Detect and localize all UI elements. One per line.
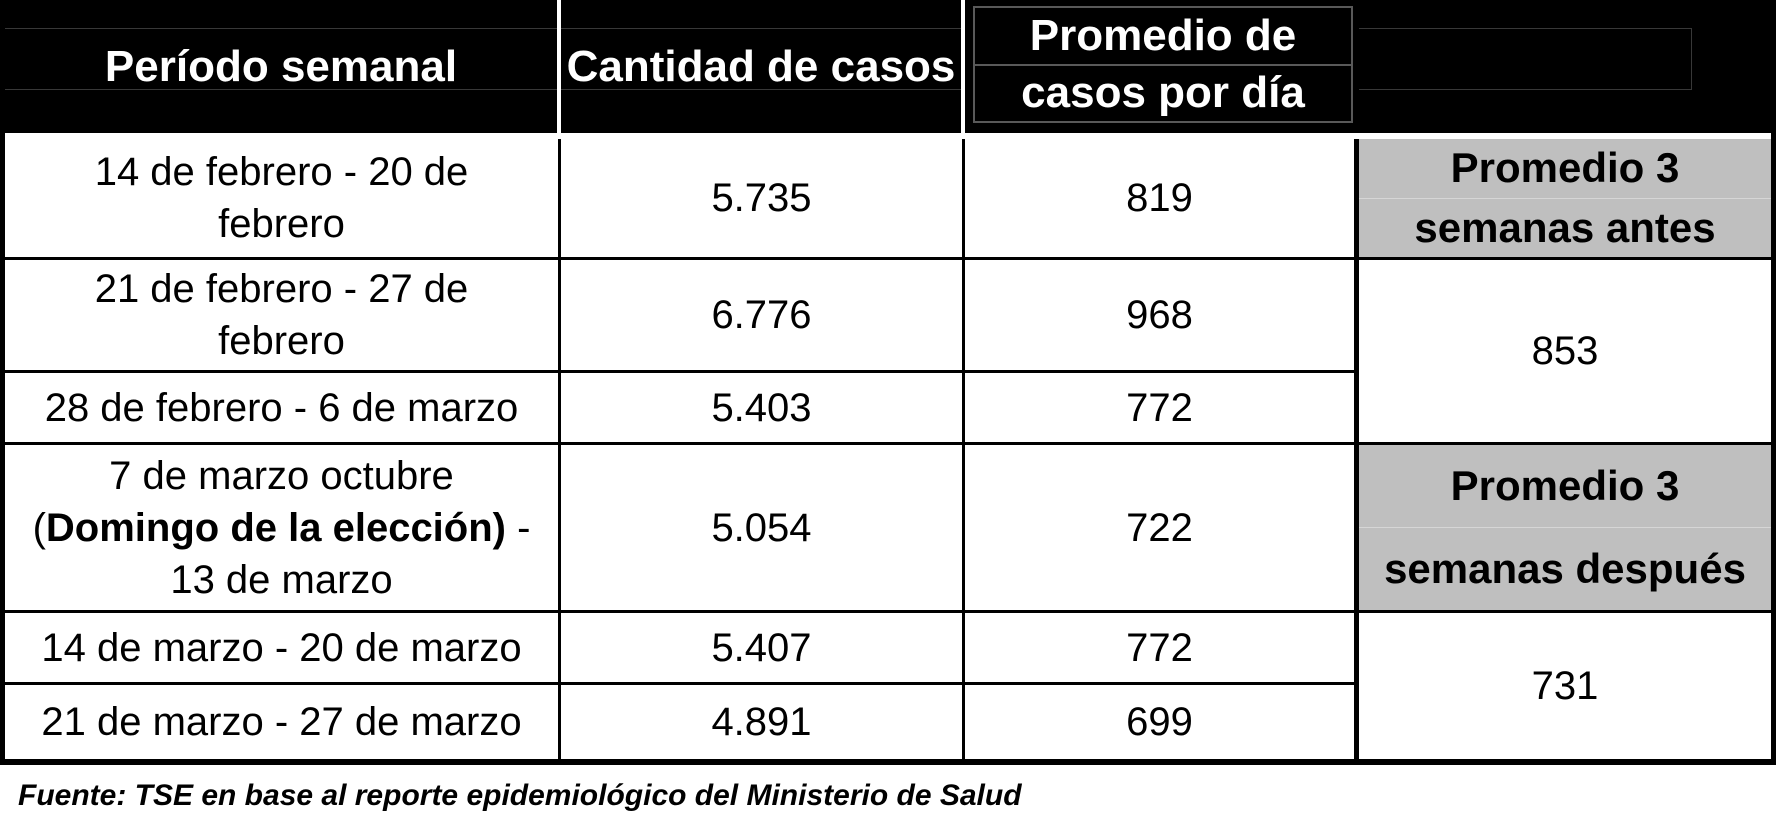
- header-cases-label: Cantidad de casos: [566, 41, 956, 91]
- election-sunday-label: Domingo de la elección): [45, 505, 506, 550]
- period-cell-election-week: 7 de marzo octubre (Domingo de la elecci…: [5, 445, 561, 613]
- cases-cell: 4.891: [561, 685, 965, 759]
- source-note: Fuente: TSE en base al reporte epidemiol…: [18, 779, 1022, 812]
- header-gridline: [561, 28, 961, 29]
- avg-cell: 772: [965, 373, 1359, 445]
- period-line2-prefix: (: [32, 505, 46, 550]
- summary-label-after: Promedio 3 semanas después: [1359, 445, 1771, 613]
- table-header-period: Período semanal: [5, 0, 561, 133]
- period-line3: 13 de marzo: [170, 557, 393, 602]
- summary-label-after-line2: semanas después: [1359, 527, 1771, 610]
- period-cell: 14 de marzo - 20 de marzo: [5, 613, 561, 685]
- covid-cases-table: Período semanal Cantidad de casos Promed…: [0, 0, 1776, 765]
- cases-cell: 5.735: [561, 139, 965, 260]
- cases-cell: 5.054: [561, 445, 965, 613]
- cases-cell: 6.776: [561, 260, 965, 373]
- header-gridline: [1691, 28, 1692, 89]
- period-line2-suffix: -: [505, 505, 531, 550]
- header-period-label: Período semanal: [104, 41, 458, 91]
- cases-cell: 5.407: [561, 613, 965, 685]
- avg-cell: 819: [965, 139, 1359, 260]
- cases-cell: 5.403: [561, 373, 965, 445]
- period-text: 28 de febrero - 6 de marzo: [44, 385, 519, 430]
- header-gridline: [561, 89, 961, 90]
- summary-label-before: Promedio 3 semanas antes: [1359, 139, 1771, 260]
- header-avg-line2: casos por día: [975, 63, 1351, 122]
- header-gridline: [1359, 28, 1692, 29]
- header-gridline: [5, 89, 557, 90]
- period-cell: 28 de febrero - 6 de marzo: [5, 373, 561, 445]
- period-text: 14 de marzo - 20 de marzo: [41, 625, 522, 670]
- table-header-spacer: [1359, 0, 1771, 133]
- summary-value-after: 731: [1359, 613, 1771, 759]
- avg-cell: 772: [965, 613, 1359, 685]
- summary-value-before: 853: [1359, 260, 1771, 445]
- header-avg-box: Promedio de casos por día: [973, 6, 1353, 123]
- period-text: 21 de febrero - 27 de febrero: [94, 267, 469, 363]
- period-text: 21 de marzo - 27 de marzo: [41, 700, 522, 744]
- table-header-cases: Cantidad de casos: [561, 0, 965, 133]
- period-text: 14 de febrero - 20 de febrero: [94, 150, 469, 246]
- summary-label-after-line1: Promedio 3: [1450, 462, 1680, 509]
- header-gridline-gap: [5, 133, 1771, 139]
- period-cell: 14 de febrero - 20 de febrero: [5, 139, 561, 260]
- period-cell: 21 de marzo - 27 de marzo: [5, 685, 561, 759]
- header-avg-line1: Promedio de: [1029, 10, 1297, 60]
- summary-label-before-line2: semanas antes: [1359, 197, 1771, 258]
- summary-label-before-line1: Promedio 3: [1450, 144, 1680, 192]
- header-gridline: [5, 28, 557, 29]
- avg-cell: 968: [965, 260, 1359, 373]
- table-header-avg: Promedio de casos por día: [965, 0, 1359, 133]
- period-text: 7 de marzo octubre (Domingo de la elecci…: [33, 450, 531, 606]
- header-gridline: [1359, 89, 1692, 90]
- period-cell: 21 de febrero - 27 de febrero: [5, 260, 561, 373]
- period-line1: 7 de marzo octubre: [109, 453, 454, 498]
- avg-cell: 699: [965, 685, 1359, 759]
- avg-cell: 722: [965, 445, 1359, 613]
